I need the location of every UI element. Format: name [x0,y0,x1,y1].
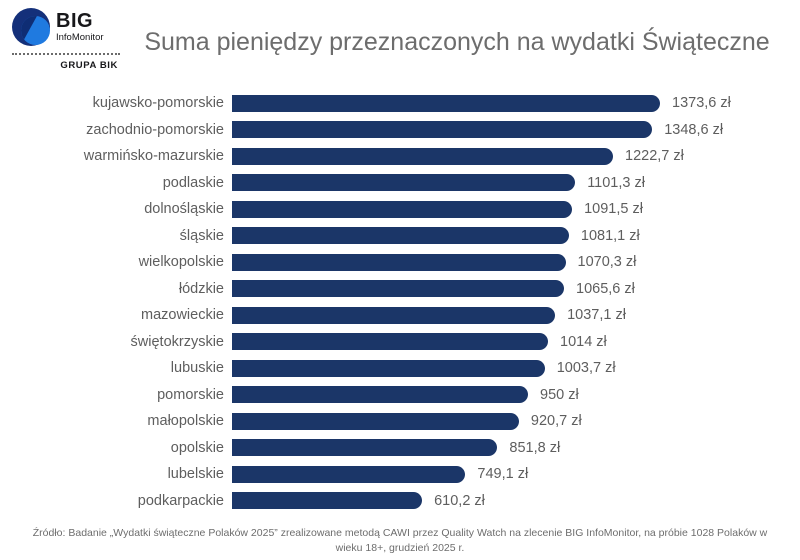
bar-track: 1014 zł [232,333,794,351]
bar-segment [232,306,556,324]
bar-category-label: mazowieckie [141,307,224,324]
bar-category-label: kujawsko-pomorskie [92,95,224,112]
brand-logo-row: BIG InfoMonitor [12,8,104,46]
bar-row: łódzkie 1065,6 zł [0,276,800,303]
bar-segment [232,492,423,510]
bar-track: 749,1 zł [232,465,794,483]
bar-value-label: 920,7 zł [530,413,582,430]
bar-track: 610,2 zł [232,492,794,510]
bar-category-label: lubelskie [167,466,224,483]
bar-track: 1222,7 zł [232,147,794,165]
brand-group-label: GRUPA BIK [60,60,118,71]
bar-category-label: opolskie [170,439,224,456]
bar-value-label: 1065,6 zł [576,280,635,297]
bar-category-label: wielkopolskie [138,254,224,271]
bar-category-label: warmińsko-mazurskie [83,148,224,165]
bar-segment [232,412,519,430]
brand-name: BIG [56,10,94,33]
bar-value-label: 950 zł [540,386,579,403]
bar-row: lubelskie 749,1 zł [0,461,800,488]
chart-header: BIG InfoMonitor GRUPA BIK Suma pieniędzy… [0,0,800,88]
bar-value-label: 1037,1 zł [567,307,626,324]
logo-divider-dots [12,53,120,55]
bar-segment [232,147,613,165]
bar-segment [232,280,564,298]
bar-segment [232,94,660,112]
bar-row: lubuskie 1003,7 zł [0,355,800,382]
bar-value-label: 1373,6 zł [672,95,731,112]
bar-row: zachodnio-pomorskie 1348,6 zł [0,117,800,144]
bar-segment [232,359,545,377]
bar-row: pomorskie 950 zł [0,382,800,409]
bar-value-label: 1222,7 zł [625,148,684,165]
bar-value-label: 1081,1 zł [580,227,640,244]
bar-category-label: zachodnio-pomorskie [86,121,224,138]
bar-segment [232,333,548,351]
bar-segment [232,465,466,483]
bar-track: 1101,3 zł [232,174,794,192]
bar-row: wielkopolskie 1070,3 zł [0,249,800,276]
bar-segment [232,200,573,218]
bar-value-label: 749,1 zł [477,466,529,483]
bar-segment [232,174,576,192]
bar-row: podlaskie 1101,3 zł [0,170,800,197]
bar-value-label: 1101,3 zł [587,174,645,191]
bar-category-label: pomorskie [157,386,224,403]
bar-category-label: świętokrzyskie [130,333,224,350]
bar-value-label: 851,8 zł [509,439,561,456]
bar-segment [232,121,653,139]
bar-category-label: lubuskie [170,360,224,377]
bar-value-label: 1003,7 zł [556,360,616,377]
big-infomonitor-circle-logo-icon [12,8,50,46]
bar-value-label: 610,2 zł [434,492,485,509]
source-note-line-2: wieku 18+, grudzień 2025 r. [335,541,465,554]
bar-segment [232,439,498,457]
bar-row: świętokrzyskie 1014 zł [0,329,800,356]
bar-row: dolnośląskie 1091,5 zł [0,196,800,223]
source-note: Źródło: Badanie „Wydatki świąteczne Pola… [8,526,792,556]
bar-category-label: łódzkie [178,280,224,297]
bar-chart: kujawsko-pomorskie 1373,6 zł zachodnio-pom… [0,90,800,510]
brand-wordmark: BIG InfoMonitor [56,11,104,43]
bar-row: mazowieckie 1037,1 zł [0,302,800,329]
bar-value-label: 1091,5 zł [584,201,643,218]
bar-value-label: 1014 zł [560,333,607,350]
bar-track: 1065,6 zł [232,280,794,298]
bar-track: 1037,1 zł [232,306,794,324]
brand-subtitle: InfoMonitor [56,32,104,44]
bar-category-label: śląskie [179,227,224,244]
bar-track: 1348,6 zł [232,121,794,139]
bar-track: 1070,3 zł [232,253,794,271]
bar-segment [232,227,569,245]
page-title: Suma pieniędzy przeznaczonych na wydatki… [144,28,770,56]
bar-row: podkarpackie 610,2 zł [0,488,800,515]
brand-logo-block: BIG InfoMonitor GRUPA BIK [12,8,120,71]
bar-row: małopolskie 920,7 zł [0,408,800,435]
bar-track: 1081,1 zł [232,227,794,245]
bar-row: opolskie 851,8 zł [0,435,800,462]
bar-track: 920,7 zł [232,412,794,430]
bar-track: 1003,7 zł [232,359,794,377]
bar-category-label: podlaskie [162,174,224,191]
bar-track: 851,8 zł [232,439,794,457]
bar-segment [232,253,566,271]
bar-track: 1373,6 zł [232,94,794,112]
bar-category-label: dolnośląskie [144,201,224,218]
bar-value-label: 1348,6 zł [664,121,724,138]
bar-category-label: podkarpackie [137,492,224,509]
bar-row: kujawsko-pomorskie 1373,6 zł [0,90,800,117]
bar-track: 950 zł [232,386,794,404]
bar-value-label: 1070,3 zł [577,254,637,271]
bar-segment [232,386,528,404]
bar-category-label: małopolskie [147,413,224,430]
source-note-line-1: Źródło: Badanie „Wydatki świąteczne Pola… [32,526,768,539]
bar-row: śląskie 1081,1 zł [0,223,800,250]
bar-row: warmińsko-mazurskie 1222,7 zł [0,143,800,170]
bar-track: 1091,5 zł [232,200,794,218]
